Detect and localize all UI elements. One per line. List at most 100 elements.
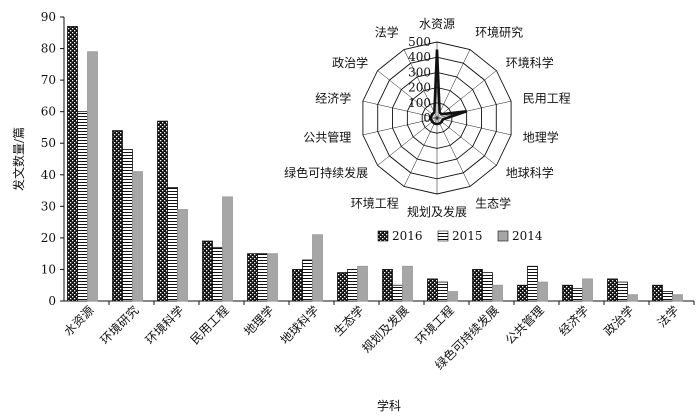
radar-axis-label: 规划及发展 bbox=[407, 204, 467, 219]
x-category-label: 地球科学 bbox=[277, 303, 322, 348]
bar-2016 bbox=[427, 278, 438, 302]
radar-tick-label: 200 bbox=[408, 81, 431, 95]
y-tick-label: 10 bbox=[41, 262, 56, 276]
bar-2014 bbox=[537, 281, 548, 302]
bar-2014 bbox=[132, 171, 143, 302]
bar-2014 bbox=[177, 209, 188, 302]
bar-2016 bbox=[157, 120, 168, 302]
bar-2016 bbox=[337, 272, 348, 302]
y-tick-label: 30 bbox=[41, 199, 56, 213]
x-category-label: 生态学 bbox=[331, 303, 367, 339]
bar-2014 bbox=[87, 51, 98, 302]
x-axis-label: 学科 bbox=[377, 398, 401, 413]
bar-2016 bbox=[607, 278, 618, 302]
x-category-label: 法学 bbox=[654, 303, 682, 331]
radar-tick-label: 100 bbox=[408, 96, 431, 110]
radar-axis-label: 绿色可持续发展 bbox=[284, 165, 368, 180]
bar-2015 bbox=[302, 259, 313, 302]
bar-2015 bbox=[347, 269, 358, 302]
y-tick-label: 40 bbox=[41, 168, 56, 182]
bar-2016 bbox=[382, 269, 393, 302]
bar-2015 bbox=[527, 265, 538, 302]
radar-spoke bbox=[377, 70, 438, 119]
radar-axis-label: 法学 bbox=[375, 25, 399, 40]
radar-axis-label: 生态学 bbox=[475, 195, 511, 210]
radar-tick-label: 500 bbox=[408, 35, 431, 49]
x-category-label: 公共管理 bbox=[502, 303, 547, 348]
bar-2015 bbox=[572, 287, 583, 302]
y-tick-label: 70 bbox=[41, 73, 56, 87]
radar-spoke bbox=[436, 49, 471, 119]
radar-axis-label: 地球科学 bbox=[506, 165, 554, 180]
x-category-label: 环境工程 bbox=[412, 303, 457, 348]
bar-2014 bbox=[447, 291, 458, 302]
bar-2015 bbox=[122, 149, 133, 302]
radar-axis-label: 政治学 bbox=[332, 55, 368, 70]
radar-axis-label: 环境科学 bbox=[506, 55, 554, 70]
bar-2014 bbox=[267, 253, 278, 302]
bar-2015 bbox=[257, 253, 268, 302]
radar-spoke bbox=[436, 100, 512, 119]
radar-axis-label: 民用工程 bbox=[523, 90, 571, 105]
radar-spoke bbox=[436, 70, 497, 119]
bar-2016 bbox=[112, 130, 123, 302]
radar-axis-label: 环境研究 bbox=[475, 25, 523, 40]
radar-tick-label: 0 bbox=[423, 111, 431, 125]
x-category-label: 政治学 bbox=[601, 303, 637, 339]
radar-axis-label: 经济学 bbox=[315, 90, 351, 105]
radar-spoke bbox=[403, 117, 438, 187]
bar-2014 bbox=[357, 265, 368, 302]
radar-tick-label: 300 bbox=[408, 65, 431, 79]
x-category-label: 民用工程 bbox=[187, 303, 232, 348]
radar-spoke bbox=[362, 117, 438, 136]
radar-spoke bbox=[436, 117, 497, 166]
x-category-label: 地理学 bbox=[241, 303, 277, 339]
bar-2015 bbox=[662, 291, 673, 302]
radar-tick-label: 400 bbox=[408, 50, 431, 64]
bar-2015 bbox=[392, 284, 403, 302]
radar-spoke bbox=[362, 100, 438, 119]
bar-2015 bbox=[77, 111, 88, 302]
bar-2014 bbox=[402, 265, 413, 302]
bar-2015 bbox=[212, 246, 223, 302]
radar-spoke bbox=[436, 117, 471, 187]
radar-series-line bbox=[429, 49, 468, 126]
bar-2016 bbox=[247, 253, 258, 302]
legend-label-2015: 2015 bbox=[452, 229, 483, 243]
y-tick-label: 90 bbox=[41, 10, 56, 24]
y-tick-label: 60 bbox=[41, 105, 56, 119]
x-category-label: 水资源 bbox=[61, 303, 96, 338]
y-tick-label: 20 bbox=[41, 231, 56, 245]
x-category-label: 环境科学 bbox=[142, 303, 187, 348]
bar-2015 bbox=[617, 281, 628, 302]
x-category-label: 经济学 bbox=[556, 303, 592, 339]
bar-2014 bbox=[222, 196, 233, 302]
legend-label-2016: 2016 bbox=[392, 229, 423, 243]
legend-swatch-2016 bbox=[377, 230, 389, 242]
radar-axis-label: 地理学 bbox=[523, 130, 559, 145]
radar-axis-label: 公共管理 bbox=[303, 130, 351, 145]
x-category-label: 环境研究 bbox=[97, 303, 142, 348]
bar-2015 bbox=[167, 186, 178, 302]
bar-2016 bbox=[652, 284, 663, 302]
radar-spoke bbox=[377, 117, 438, 166]
bar-2014 bbox=[582, 278, 593, 302]
y-tick-label: 50 bbox=[41, 136, 56, 150]
bar-2016 bbox=[562, 284, 573, 302]
bar-2016 bbox=[292, 269, 303, 302]
bar-2016 bbox=[67, 26, 78, 302]
x-category-label: 规划及发展 bbox=[359, 303, 412, 356]
bar-2014 bbox=[492, 284, 503, 302]
legend-swatch-2014 bbox=[497, 230, 509, 242]
y-tick-label: 80 bbox=[41, 42, 56, 56]
radar-axis-label: 水资源 bbox=[419, 17, 455, 31]
legend-swatch-2015 bbox=[437, 230, 449, 242]
y-tick-label: 0 bbox=[48, 294, 56, 308]
bar-2016 bbox=[202, 240, 213, 302]
bar-2014 bbox=[627, 294, 638, 302]
radar-spoke bbox=[403, 49, 438, 119]
radar-spoke bbox=[436, 117, 512, 136]
